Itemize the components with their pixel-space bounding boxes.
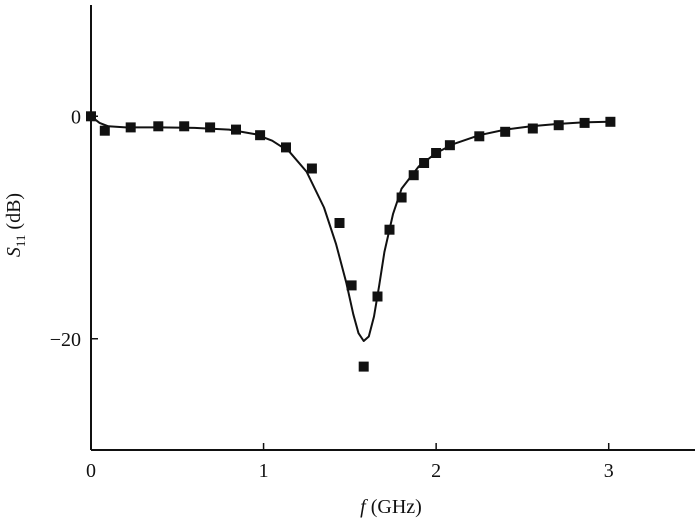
s11-measured-point <box>372 291 383 302</box>
s11-curve-group <box>90 115 609 342</box>
s11-simulated-line <box>90 115 609 342</box>
s11-measured-point <box>408 170 419 181</box>
s11-measured-point <box>358 361 369 372</box>
s11-measured-point <box>231 124 241 135</box>
s11-measured-point <box>306 163 317 174</box>
s11-measured-point <box>444 140 455 151</box>
s11-measured-point <box>255 130 266 141</box>
s11-measured-point <box>205 122 216 133</box>
ticks-group: 0 1 2 3 0 −20 <box>50 106 614 482</box>
x-tick-label: 3 <box>604 460 614 482</box>
s11-measured-point <box>396 192 407 203</box>
y-tick-label: 0 <box>71 106 81 128</box>
s11-measured-point <box>384 224 395 235</box>
x-axis-label: f (GHz) <box>360 496 422 518</box>
s11-measured-point <box>527 123 538 134</box>
s11-measured-point <box>99 125 110 136</box>
s11-measured-point <box>431 148 442 158</box>
axes <box>90 5 695 451</box>
x-tick-label: 2 <box>431 460 441 482</box>
y-axis-symbol: S <box>3 247 25 257</box>
y-tick-label: −20 <box>50 329 81 351</box>
x-tick-label: 1 <box>259 460 269 482</box>
x-axis-unit: (GHz) <box>366 496 422 518</box>
s11-measured-point <box>346 280 357 291</box>
x-axis-symbol: f <box>360 496 368 518</box>
s11-measured-point <box>605 116 616 127</box>
s11-measured-point <box>281 142 291 153</box>
s11-measured-point <box>474 131 485 142</box>
x-tick-label: 0 <box>86 460 96 482</box>
s11-measured-point <box>579 117 590 128</box>
s11-measured-point <box>334 218 345 228</box>
s11-measured-point <box>125 122 136 133</box>
y-axis-label: S11 (dB) <box>3 193 28 257</box>
measured-points-group <box>86 111 616 372</box>
y-axis-unit: (dB) <box>3 193 25 235</box>
y-axis-subscript: 11 <box>13 235 28 248</box>
s11-measured-point <box>553 120 564 131</box>
s11-measured-point <box>500 126 511 137</box>
s11-measured-point <box>153 121 164 132</box>
s11-measured-point <box>179 121 190 132</box>
s11-measured-point <box>419 158 430 168</box>
